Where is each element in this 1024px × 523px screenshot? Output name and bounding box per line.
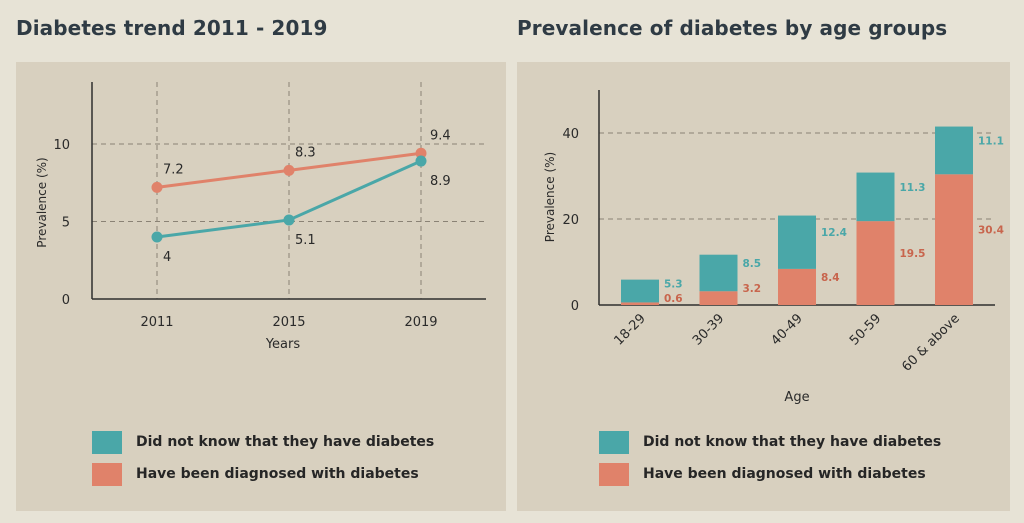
- point-diagnosed: [152, 182, 163, 193]
- data-label-diagnosed: 8.4: [821, 272, 840, 284]
- point-unaware: [284, 214, 295, 225]
- trend-legend: Did not know that they have diabetes Hav…: [92, 426, 434, 490]
- legend-label-diagnosed: Have been diagnosed with diabetes: [643, 466, 926, 482]
- y-tick-label: 20: [562, 213, 579, 228]
- data-label: 4: [163, 250, 171, 265]
- legend-item-diagnosed: Have been diagnosed with diabetes: [599, 458, 941, 490]
- legend-swatch-orange: [599, 463, 629, 486]
- legend-swatch-teal: [599, 431, 629, 454]
- legend-swatch-orange: [92, 463, 122, 486]
- data-label: 5.1: [295, 233, 316, 248]
- legend-swatch-teal: [92, 431, 122, 454]
- bar-segment-diagnosed: [857, 221, 895, 305]
- trend-chart-panel: 0 5 10 2011 2015 2019 Years Prevalence (%) 7.2 8.…: [16, 62, 506, 511]
- bar-segment-diagnosed: [935, 174, 973, 305]
- data-label: 7.2: [163, 162, 184, 177]
- x-tick-label: 60 & above: [899, 311, 963, 375]
- bar-segment-unaware: [700, 255, 738, 292]
- x-tick-label: 2011: [140, 315, 173, 330]
- data-label-unaware: 11.3: [900, 182, 926, 194]
- y-tick-label: 5: [62, 216, 70, 231]
- point-diagnosed: [284, 165, 295, 176]
- bar-chart-title: Prevalence of diabetes by age groups: [517, 16, 947, 40]
- x-tick-label: 30-39: [690, 311, 727, 348]
- data-label-diagnosed: 19.5: [900, 248, 926, 260]
- legend-label-unaware: Did not know that they have diabetes: [643, 434, 941, 450]
- legend-item-unaware: Did not know that they have diabetes: [92, 426, 434, 458]
- point-unaware: [152, 232, 163, 243]
- age-legend: Did not know that they have diabetes Hav…: [599, 426, 941, 490]
- y-tick-label: 40: [562, 127, 579, 142]
- data-label-diagnosed: 0.6: [664, 293, 683, 305]
- trend-line-chart: 0 5 10 2011 2015 2019 Years Prevalence (%) 7.2 8.…: [16, 62, 506, 412]
- x-tick-label: 18-29: [612, 311, 649, 348]
- bar-segment-unaware: [857, 173, 895, 222]
- x-axis-label: Age: [784, 390, 809, 405]
- data-label-unaware: 5.3: [664, 279, 683, 291]
- y-tick-label: 0: [62, 293, 70, 308]
- bar-segment-diagnosed: [778, 269, 816, 305]
- bar-segment-unaware: [621, 280, 659, 303]
- bar-segment-unaware: [935, 127, 973, 175]
- y-axis-label: Prevalence (%): [35, 157, 49, 247]
- data-label-unaware: 11.1: [978, 135, 1004, 147]
- bar-segment-diagnosed: [700, 291, 738, 305]
- legend-label-unaware: Did not know that they have diabetes: [136, 434, 434, 450]
- x-tick-label: 2019: [404, 315, 437, 330]
- data-label: 8.9: [430, 174, 451, 189]
- y-axis-label: Prevalence (%): [543, 152, 557, 242]
- bar-segment-diagnosed: [621, 302, 659, 305]
- data-label: 9.4: [430, 128, 451, 143]
- x-tick-label: 40-49: [769, 311, 806, 348]
- age-stacked-bar-chart: 0 20 40 5.3 0.6 18-29 8.5 3.2 30-39 12.4 8.4 40-49 1…: [517, 62, 1010, 412]
- x-tick-label: 2015: [272, 315, 305, 330]
- legend-item-unaware: Did not know that they have diabetes: [599, 426, 941, 458]
- y-tick-label: 10: [53, 138, 70, 153]
- data-label: 8.3: [295, 145, 316, 160]
- bar-segment-unaware: [778, 216, 816, 269]
- x-axis-label: Years: [265, 337, 301, 352]
- data-label-unaware: 12.4: [821, 227, 847, 239]
- data-label-unaware: 8.5: [743, 258, 762, 270]
- age-chart-panel: 0 20 40 5.3 0.6 18-29 8.5 3.2 30-39 12.4 8.4 40-49 1…: [517, 62, 1010, 511]
- data-label-diagnosed: 30.4: [978, 225, 1004, 237]
- line-chart-title: Diabetes trend 2011 - 2019: [16, 16, 328, 40]
- y-tick-label: 0: [571, 299, 579, 314]
- point-unaware: [416, 156, 427, 167]
- legend-item-diagnosed: Have been diagnosed with diabetes: [92, 458, 434, 490]
- x-tick-label: 50-59: [847, 311, 884, 348]
- legend-label-diagnosed: Have been diagnosed with diabetes: [136, 466, 419, 482]
- data-label-diagnosed: 3.2: [743, 283, 762, 295]
